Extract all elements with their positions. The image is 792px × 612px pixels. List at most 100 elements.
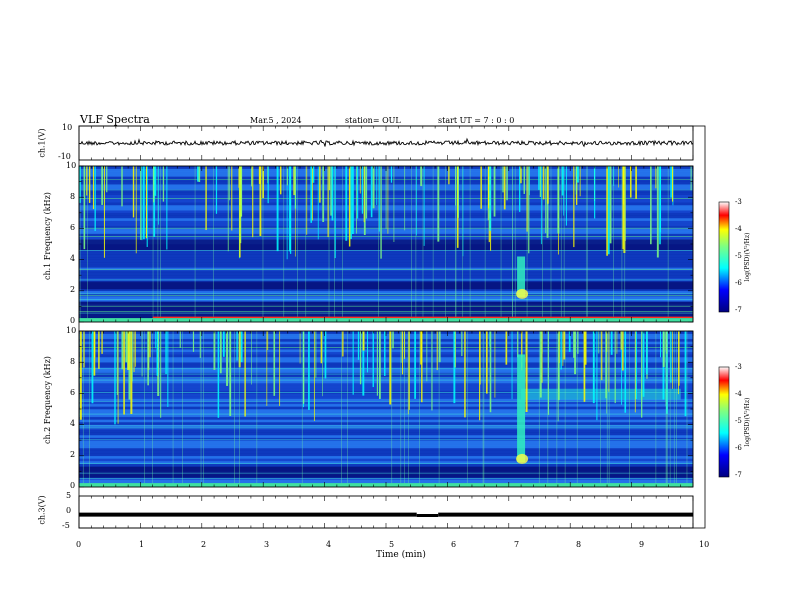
spectrogram-row [79, 429, 693, 433]
start-time-label: start UT = 7 : 0 : 0 [438, 116, 515, 125]
ch1-waveform-panel [78, 137, 694, 148]
spectrogram-row [79, 259, 693, 263]
spectrogram-row [79, 398, 693, 402]
ch1-spec-ytick: 0 [70, 316, 76, 325]
spectrogram-row [79, 448, 693, 451]
burst-event [517, 256, 526, 298]
spectrogram-row [79, 440, 693, 444]
colorbar-ch1 [718, 201, 730, 313]
ch2-spec-ytick: 4 [70, 419, 76, 428]
ch3-ytick-neg5: -5 [62, 521, 70, 530]
station-label: station= OUL [345, 116, 401, 125]
time-tick: 8 [576, 540, 582, 549]
cb2-tick: -5 [735, 417, 742, 425]
spectrogram-row [79, 461, 693, 464]
spectrogram-row [79, 231, 693, 234]
spectrogram-row [79, 393, 693, 397]
chart-title: VLF Spectra [80, 113, 150, 126]
spectrogram-row [79, 254, 693, 258]
spectrogram-row [79, 458, 693, 462]
colorbar-ch2 [718, 366, 730, 478]
spectrogram-row [79, 359, 693, 363]
spectrogram-row [79, 396, 693, 399]
ch2-spec-ylabel: ch.2 Frequency (kHz) [43, 356, 52, 444]
time-tick: 2 [201, 540, 207, 549]
cb2-label: log(PSD)(V²/Hz) [744, 397, 751, 447]
spectrogram-row [79, 341, 693, 345]
time-tick: 0 [76, 540, 82, 549]
spectrogram-row [79, 383, 693, 386]
cb1-tick: -4 [735, 225, 742, 233]
burst-core [516, 288, 529, 299]
ch1-ytick-bottom: -10 [58, 152, 71, 161]
spectrogram-row [79, 437, 693, 441]
cb2-tick: -7 [735, 471, 742, 479]
spectrogram-row [79, 403, 693, 407]
ch1-spec-ytick: 2 [70, 285, 76, 294]
ch1-ylabel: ch.1(V) [37, 128, 47, 158]
cb1-tick: -5 [735, 252, 742, 260]
spectrogram-row [79, 370, 693, 373]
spectrogram-row [79, 411, 693, 415]
spectrogram-row [79, 375, 693, 379]
spectrogram-row [79, 338, 693, 342]
ch1-spec-ytick: 6 [70, 223, 76, 232]
dark-band [79, 281, 693, 290]
time-tick: 10 [699, 540, 710, 549]
time-tick: 1 [139, 540, 145, 549]
ch3-ytick-0: 0 [66, 506, 72, 515]
spectrogram-row [79, 416, 693, 420]
ch2-spec-ytick: 0 [70, 481, 76, 490]
time-tick: 6 [451, 540, 457, 549]
ch1-spec-ytick: 8 [70, 192, 76, 201]
figure-frame [78, 125, 706, 529]
spectrogram-row [79, 351, 693, 355]
spectrogram-row [79, 296, 693, 299]
spectrogram-row [79, 275, 693, 279]
cb2-tick: -6 [735, 444, 742, 452]
spectrogram-row [79, 251, 693, 255]
spectrogram-row [79, 406, 693, 410]
spectrogram-row [79, 388, 693, 392]
ch2-spectrogram-panel [79, 331, 693, 487]
cb1-tick: -6 [735, 279, 742, 287]
time-tick: 4 [326, 540, 332, 549]
burst-event [517, 354, 526, 463]
burst-core [516, 453, 529, 464]
ch2-spec-ytick: 10 [66, 326, 77, 335]
axis-ticks [78, 126, 694, 528]
time-tick: 3 [264, 540, 270, 549]
spectrogram-row [79, 270, 693, 273]
ch2-spec-ytick: 2 [70, 450, 76, 459]
spectrogram-row [79, 442, 693, 446]
spectrogram-row [79, 293, 693, 297]
ch1-waveform-line [78, 137, 694, 148]
spectrogram-row [79, 277, 693, 281]
spectrogram-row [79, 344, 693, 347]
cb2-tick: -4 [735, 390, 742, 398]
spectrogram-row [79, 422, 693, 425]
date-label: Mar.5 , 2024 [250, 116, 302, 125]
ch1-spec-ytick: 10 [66, 161, 77, 170]
spectrogram-row [79, 362, 693, 366]
dark-band [79, 301, 693, 319]
cb1-tick: -3 [735, 198, 742, 206]
spectrogram-row [79, 228, 693, 232]
time-tick: 7 [514, 540, 520, 549]
spectrogram-row [79, 290, 693, 294]
spectrogram-row [79, 288, 693, 292]
time-axis-label: Time (min) [376, 550, 426, 560]
cb2-tick: -3 [735, 363, 742, 371]
spectrogram-row [79, 432, 693, 436]
ch2-spec-ytick: 6 [70, 388, 76, 397]
spectrogram-row [79, 414, 693, 418]
time-tick: 5 [389, 540, 395, 549]
spectrogram-row [79, 257, 693, 260]
spectrogram-row [79, 272, 693, 276]
ch1-spec-ytick: 4 [70, 254, 76, 263]
spectrogram-row [79, 435, 693, 438]
dark-band [79, 466, 693, 478]
spectrogram-row [79, 364, 693, 368]
spectrogram-row [79, 267, 693, 271]
